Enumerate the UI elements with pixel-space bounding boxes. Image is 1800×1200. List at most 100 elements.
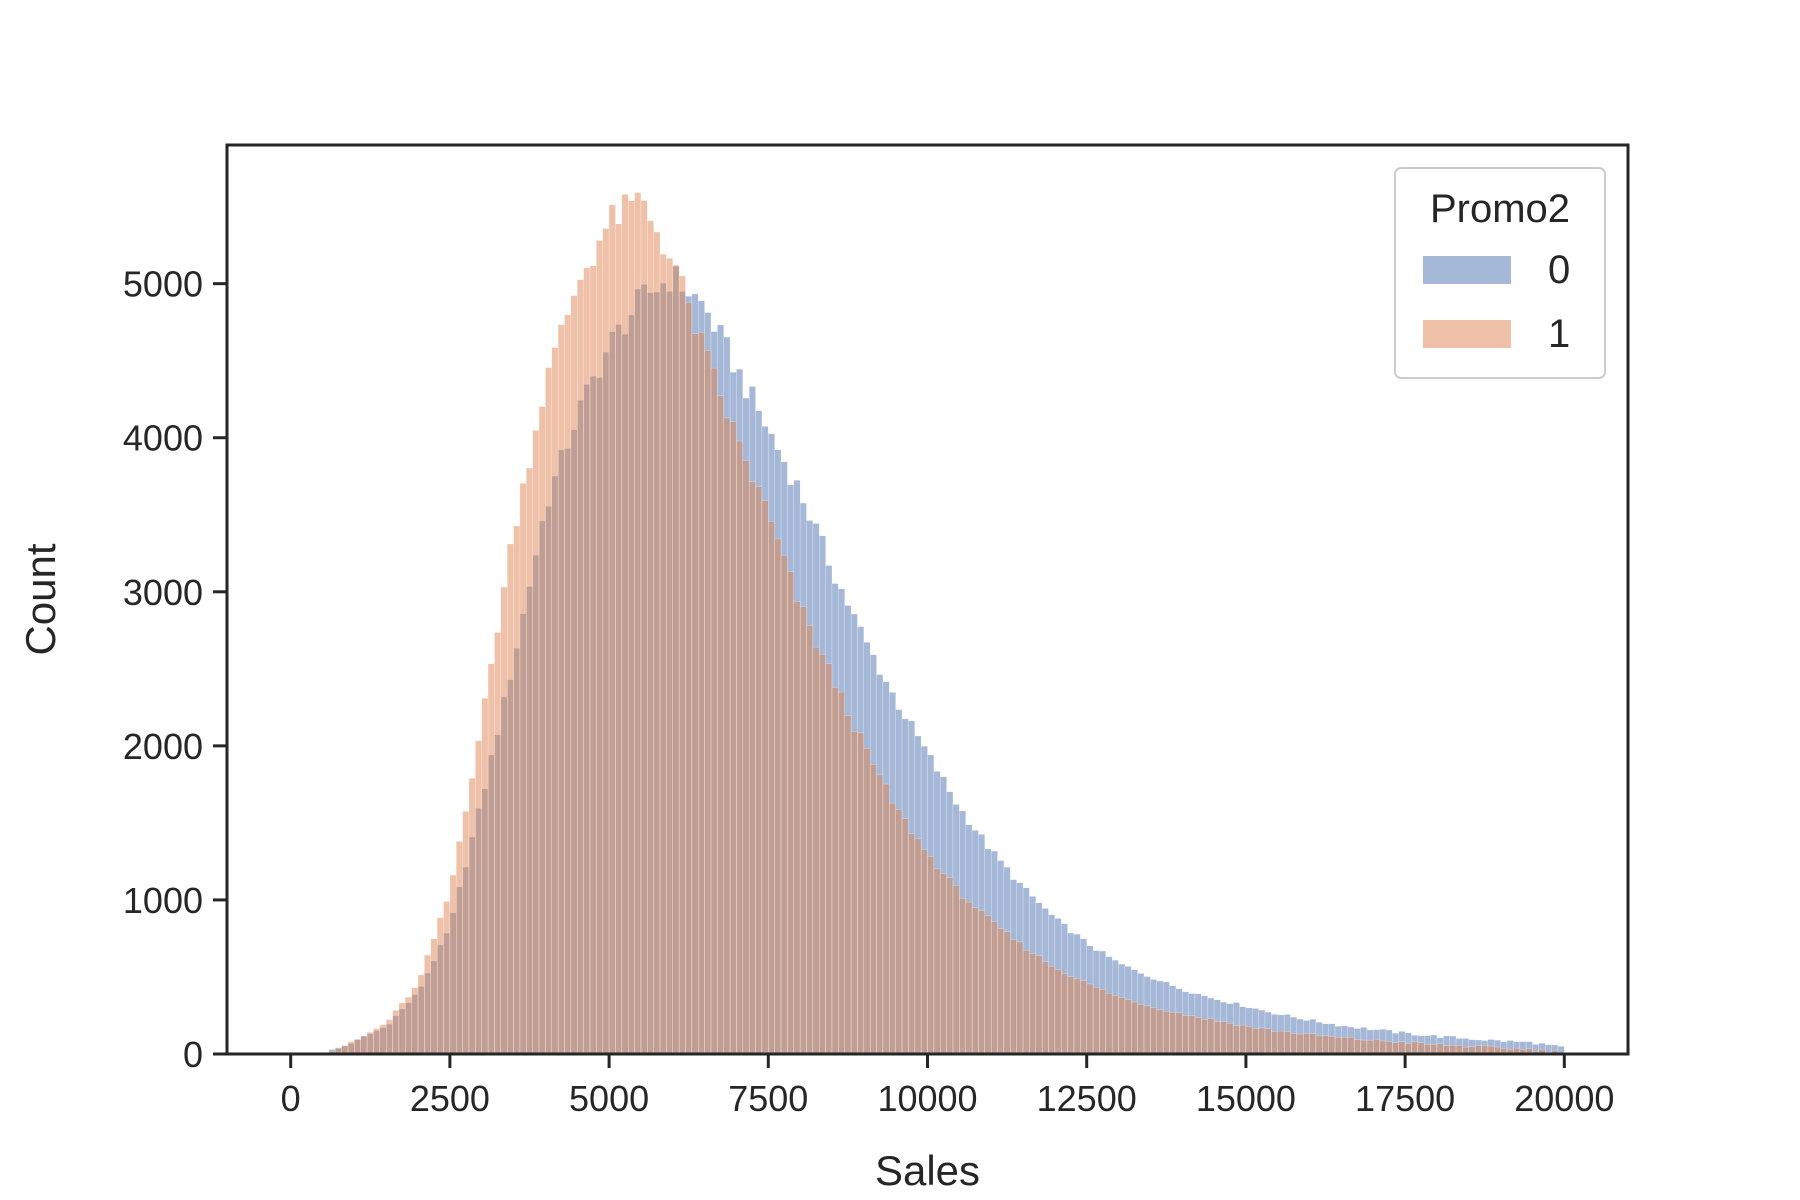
bar-series-1 [882,783,890,1055]
bar-series-1 [1092,986,1100,1055]
bar-series-1 [596,240,603,1055]
bar-series-1 [1373,1038,1380,1055]
bar-series-1 [1245,1026,1253,1055]
bar-series-1 [481,697,489,1055]
bar-series-1 [710,367,718,1055]
bar-series-1 [1022,950,1030,1055]
bar-series-1 [545,367,552,1055]
bar-series-1 [838,691,845,1055]
y-tick-label: 2000 [123,726,203,767]
bar-series-1 [927,856,935,1055]
bar-series-1 [500,586,508,1055]
bar-series-1 [1271,1031,1278,1055]
bar-series-1 [653,231,661,1055]
bar-series-1 [1073,978,1081,1055]
bar-series-1 [1315,1035,1323,1055]
bar-series-1 [513,525,521,1055]
bar-series-1 [768,521,775,1055]
bar-series-1 [507,543,514,1055]
bar-series-1 [621,194,629,1055]
bar-series-1 [462,811,470,1055]
bar-series-1 [685,302,693,1055]
bar-series-1 [538,406,546,1055]
bar-series-1 [761,500,769,1055]
y-tick-label: 1000 [123,880,203,921]
bar-series-1 [1360,1039,1368,1055]
bar-series-1 [570,295,578,1055]
bar-series-1 [1239,1024,1247,1055]
bar-series-1 [398,1002,406,1055]
bar-series-1 [1016,941,1024,1055]
bar-series-1 [1322,1035,1329,1055]
bar-series-1 [1162,1011,1170,1055]
x-axis: 0 2500 5000 7500 10000 12500 15000 17500 20000 [281,1054,1614,1119]
bar-series-1 [1232,1025,1240,1055]
bar-series-1 [729,421,737,1055]
bar-series-1 [1111,995,1119,1055]
bar-series-1 [901,818,909,1055]
bar-series-1 [806,624,814,1055]
bar-series-1 [1175,1012,1183,1055]
bar-series-1 [379,1024,387,1055]
y-axis-label: Count [17,543,64,655]
bar-series-1 [436,917,444,1055]
bar-series-1 [844,715,852,1055]
bar-series-1 [583,267,591,1055]
bar-series-1 [589,265,597,1055]
bar-series-1 [946,877,954,1055]
bar-series-1 [748,481,756,1055]
bar-series-1 [1220,1021,1228,1055]
bar-series-1 [698,332,705,1055]
bar-series-1 [1417,1042,1425,1055]
bar-series-1 [1143,1005,1151,1055]
bar-series-1 [1061,973,1068,1055]
bar-series-1 [895,809,903,1055]
x-tick-label: 15000 [1196,1078,1296,1119]
bar-series-1 [812,646,820,1055]
bar-series-1 [1436,1043,1444,1055]
bar-series-1 [392,1010,400,1055]
legend-swatch-1 [1423,320,1511,348]
legend-label-1: 1 [1548,312,1570,356]
x-tick-label: 5000 [569,1078,649,1119]
legend-label-0: 0 [1548,248,1570,292]
bar-series-1 [1252,1028,1259,1055]
bar-series-1 [774,538,782,1055]
bar-series-1 [354,1039,361,1055]
bar-series-1 [1118,997,1126,1055]
bar-series-1 [1366,1040,1374,1055]
bar-series-1 [475,740,482,1055]
y-tick-label: 3000 [123,572,203,613]
bar-series-1 [1334,1037,1342,1055]
x-tick-label: 17500 [1355,1078,1455,1119]
bar-series-1 [1258,1027,1266,1055]
bar-series-1 [920,849,928,1055]
bar-series-1 [551,347,559,1055]
bar-series-1 [443,901,451,1055]
bar-series-1 [889,802,896,1055]
bar-series-1 [602,228,610,1055]
bar-series-1 [857,732,865,1055]
bar-series-1 [1347,1037,1355,1055]
bar-series-1 [799,606,807,1055]
bar-series-1 [1080,980,1087,1055]
bar-series-1 [1010,939,1017,1055]
bar-series-1 [366,1032,374,1055]
bar-series-1 [1379,1040,1387,1055]
x-tick-label: 2500 [410,1078,490,1119]
bar-series-1 [1048,965,1056,1055]
bar-series-1 [627,200,635,1055]
bar-series-1 [978,910,986,1055]
bar-series-1 [1213,1021,1221,1055]
bar-series-1 [793,601,801,1055]
bar-series-1 [519,483,527,1055]
bar-series-1 [1309,1033,1317,1055]
bar-series-1 [908,833,915,1055]
x-tick-label: 12500 [1037,1078,1137,1119]
bar-series-1 [1041,961,1049,1055]
bar-series-1 [704,350,712,1055]
bar-series-1 [557,324,565,1055]
bar-series-1 [1105,993,1113,1055]
bar-series-1 [678,275,686,1055]
bar-series-1 [666,258,673,1055]
